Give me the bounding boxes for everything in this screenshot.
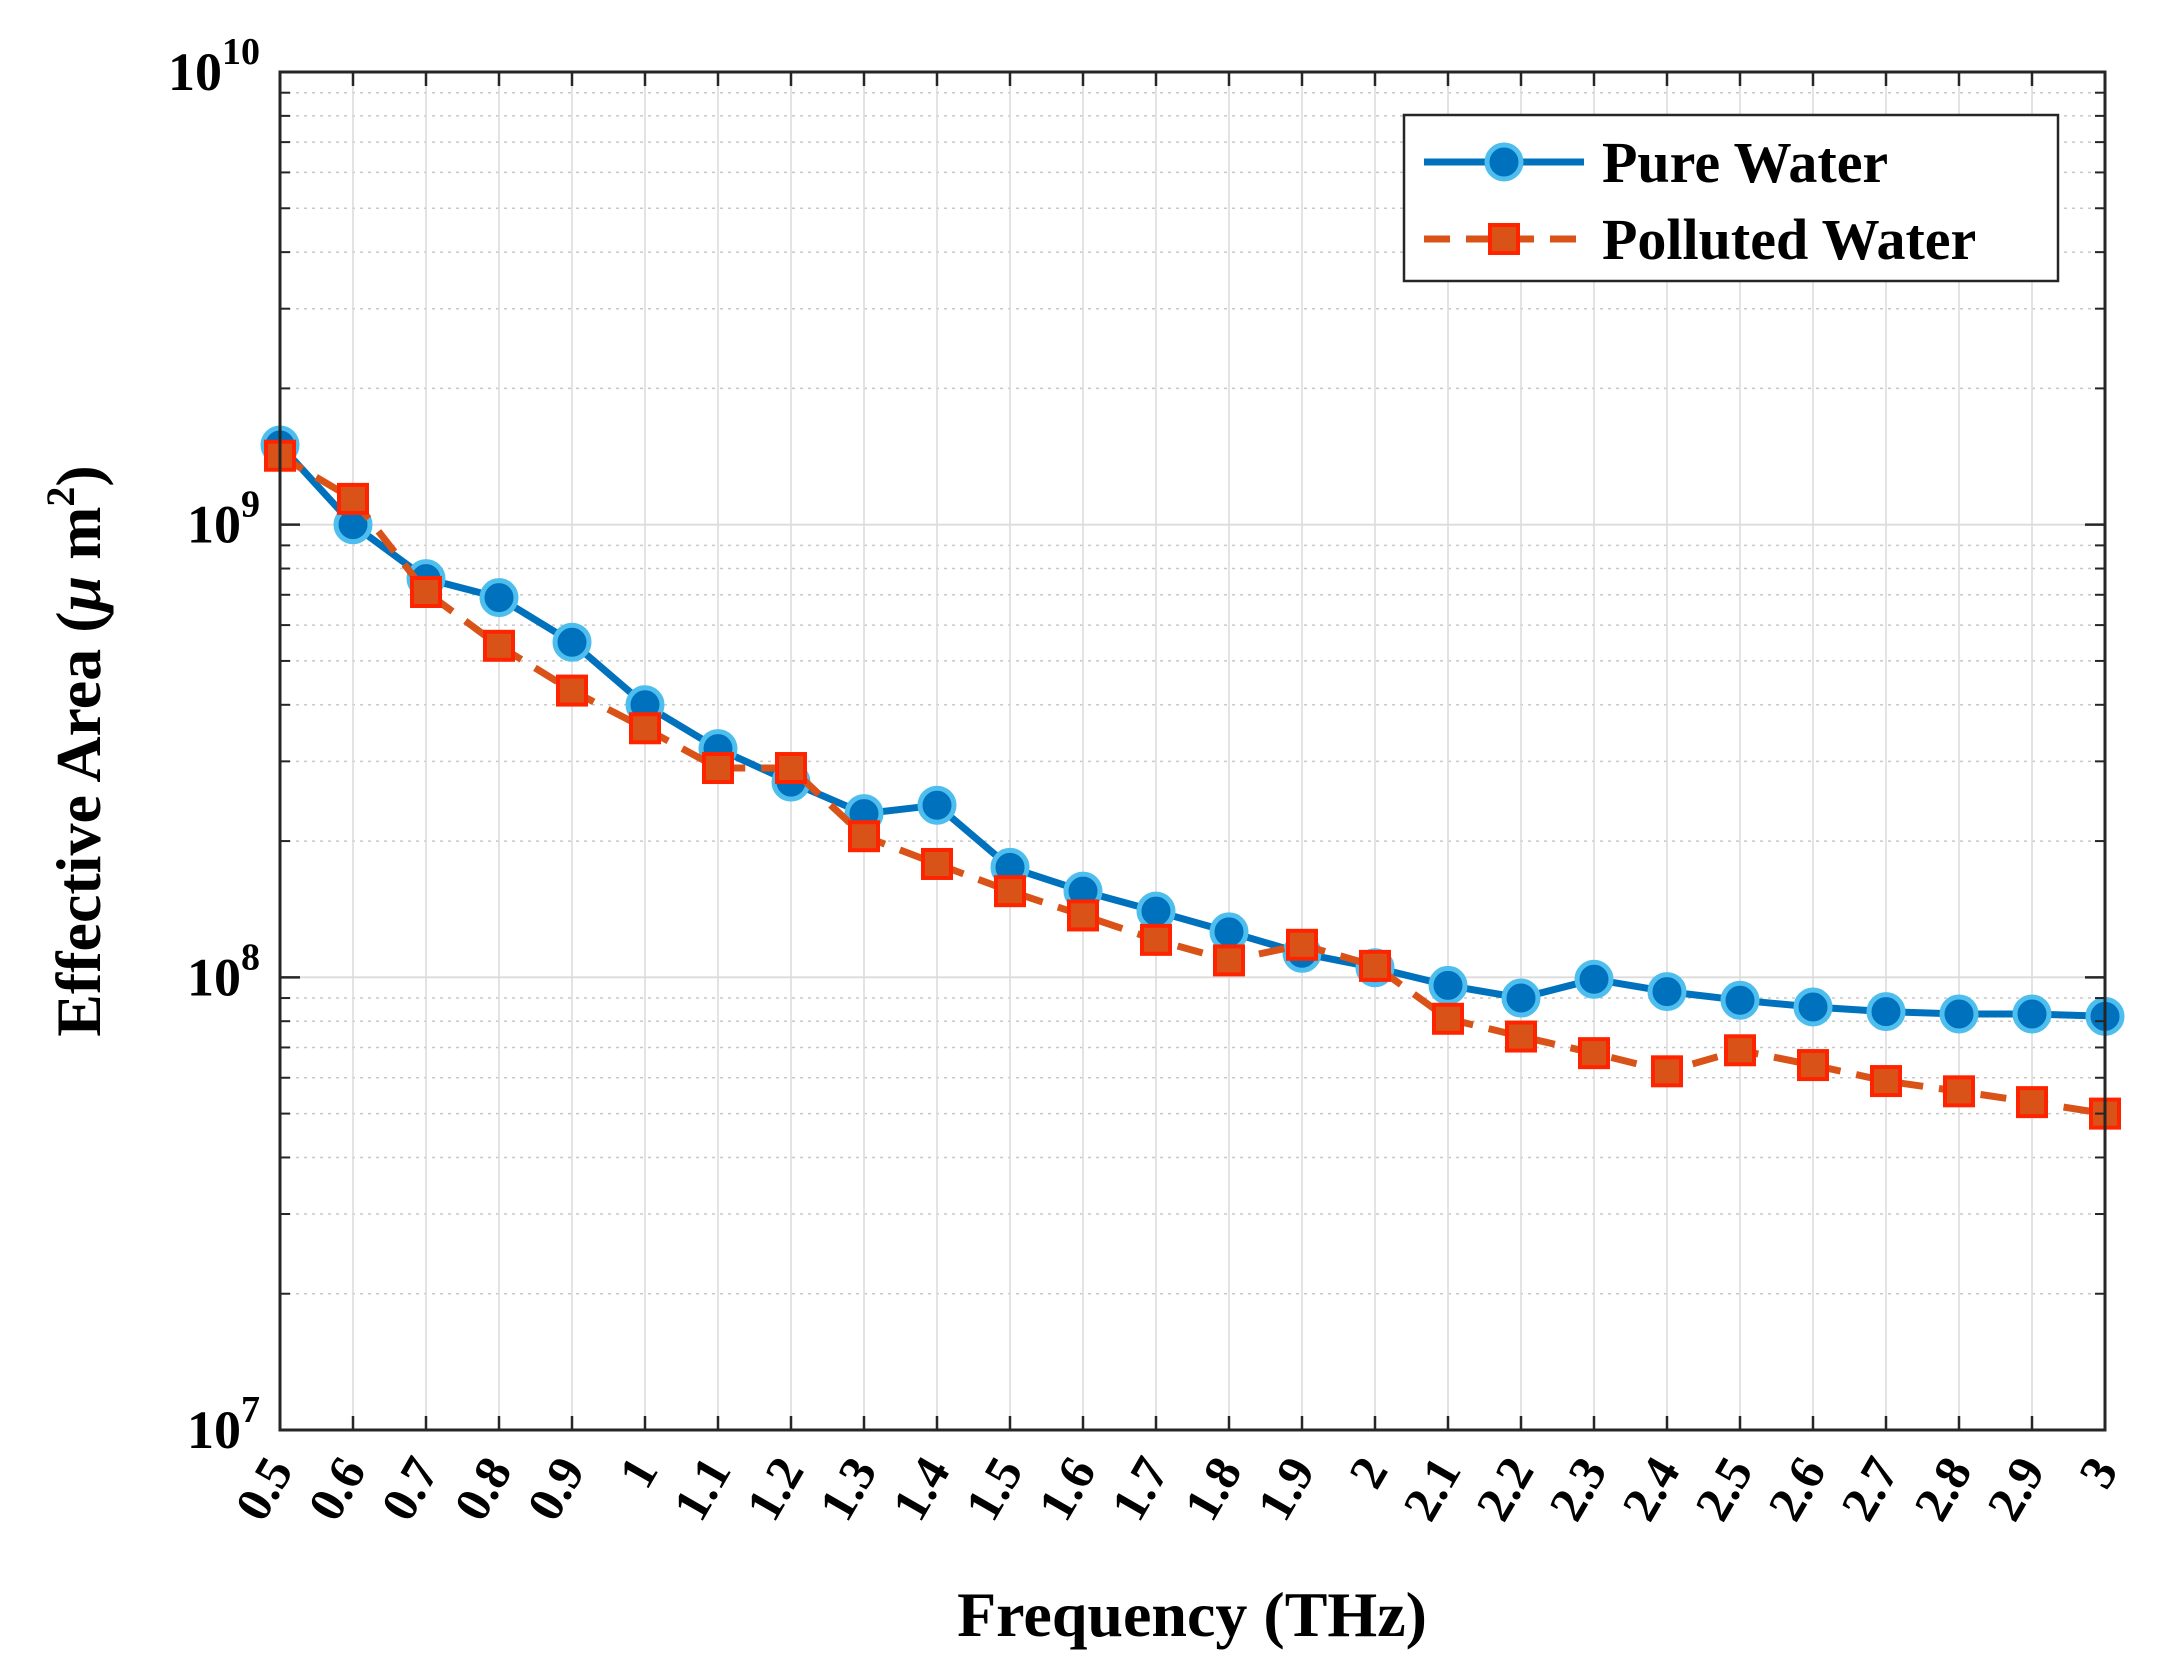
data-point-polluted-water xyxy=(1286,928,1318,961)
major-grid xyxy=(279,71,2106,1431)
data-point-polluted-water xyxy=(2016,1086,2048,1119)
data-point-pure-water xyxy=(1428,965,1468,1005)
y-tick-label: 108 xyxy=(187,936,260,1007)
data-point-polluted-water xyxy=(1213,944,1245,977)
data-point-polluted-water xyxy=(1140,923,1172,956)
data-point-pure-water xyxy=(1501,978,1541,1018)
data-point-polluted-water xyxy=(1943,1075,1975,1108)
data-point-polluted-water xyxy=(1359,949,1391,982)
data-point-pure-water xyxy=(1136,891,1176,931)
y-axis-label: Effective Area (μ m2) xyxy=(38,465,114,1037)
data-point-polluted-water xyxy=(921,847,953,880)
legend-item-polluted-water: Polluted Water xyxy=(1424,207,1976,272)
plot-frame xyxy=(278,70,2107,1432)
data-point-polluted-water xyxy=(848,820,880,853)
data-point-polluted-water xyxy=(994,875,1026,908)
data-point-polluted-water xyxy=(1797,1049,1829,1082)
data-point-polluted-water xyxy=(1432,1002,1464,1035)
data-point-pure-water xyxy=(552,622,592,662)
legend-item-pure-water: Pure Water xyxy=(1424,130,1888,195)
data-point-polluted-water xyxy=(629,712,661,745)
data-point-polluted-water xyxy=(410,575,442,608)
legend-pure-water-label: Pure Water xyxy=(1602,130,1888,195)
data-point-polluted-water xyxy=(1067,899,1099,932)
data-point-polluted-water xyxy=(337,482,369,515)
data-point-polluted-water xyxy=(1724,1034,1756,1067)
data-point-pure-water xyxy=(2012,994,2052,1034)
tick-marks xyxy=(278,70,2107,1432)
data-point-polluted-water xyxy=(1578,1037,1610,1070)
data-point-pure-water xyxy=(1209,912,1249,952)
data-point-polluted-water xyxy=(483,629,515,662)
data-point-polluted-water xyxy=(1651,1055,1683,1088)
y-tick-label: 109 xyxy=(187,484,260,555)
legend-polluted-water-marker xyxy=(1488,223,1520,255)
data-point-pure-water xyxy=(917,785,957,825)
data-point-pure-water xyxy=(1939,994,1979,1034)
legend: Pure Water Polluted Water xyxy=(1402,113,2060,283)
legend-pure-water-marker xyxy=(1484,142,1524,182)
data-point-polluted-water xyxy=(1505,1020,1537,1053)
data-point-pure-water xyxy=(479,578,519,618)
data-point-pure-water xyxy=(1574,959,1614,999)
legend-polluted-water-label: Polluted Water xyxy=(1602,207,1976,272)
y-tick-label: 1010 xyxy=(168,31,260,102)
data-point-pure-water xyxy=(1647,972,1687,1012)
y-tick-labels: 107 108 109 1010 xyxy=(168,31,260,1460)
data-point-pure-water xyxy=(1720,980,1760,1020)
data-point-polluted-water xyxy=(702,752,734,785)
x-axis-label: Frequency (THz) xyxy=(957,1579,1427,1650)
data-point-polluted-water xyxy=(775,752,807,785)
y-tick-label: 107 xyxy=(187,1389,260,1460)
data-point-pure-water xyxy=(1793,987,1833,1027)
data-point-pure-water xyxy=(1866,992,1906,1032)
data-point-polluted-water xyxy=(556,674,588,707)
data-point-polluted-water xyxy=(1870,1065,1902,1098)
